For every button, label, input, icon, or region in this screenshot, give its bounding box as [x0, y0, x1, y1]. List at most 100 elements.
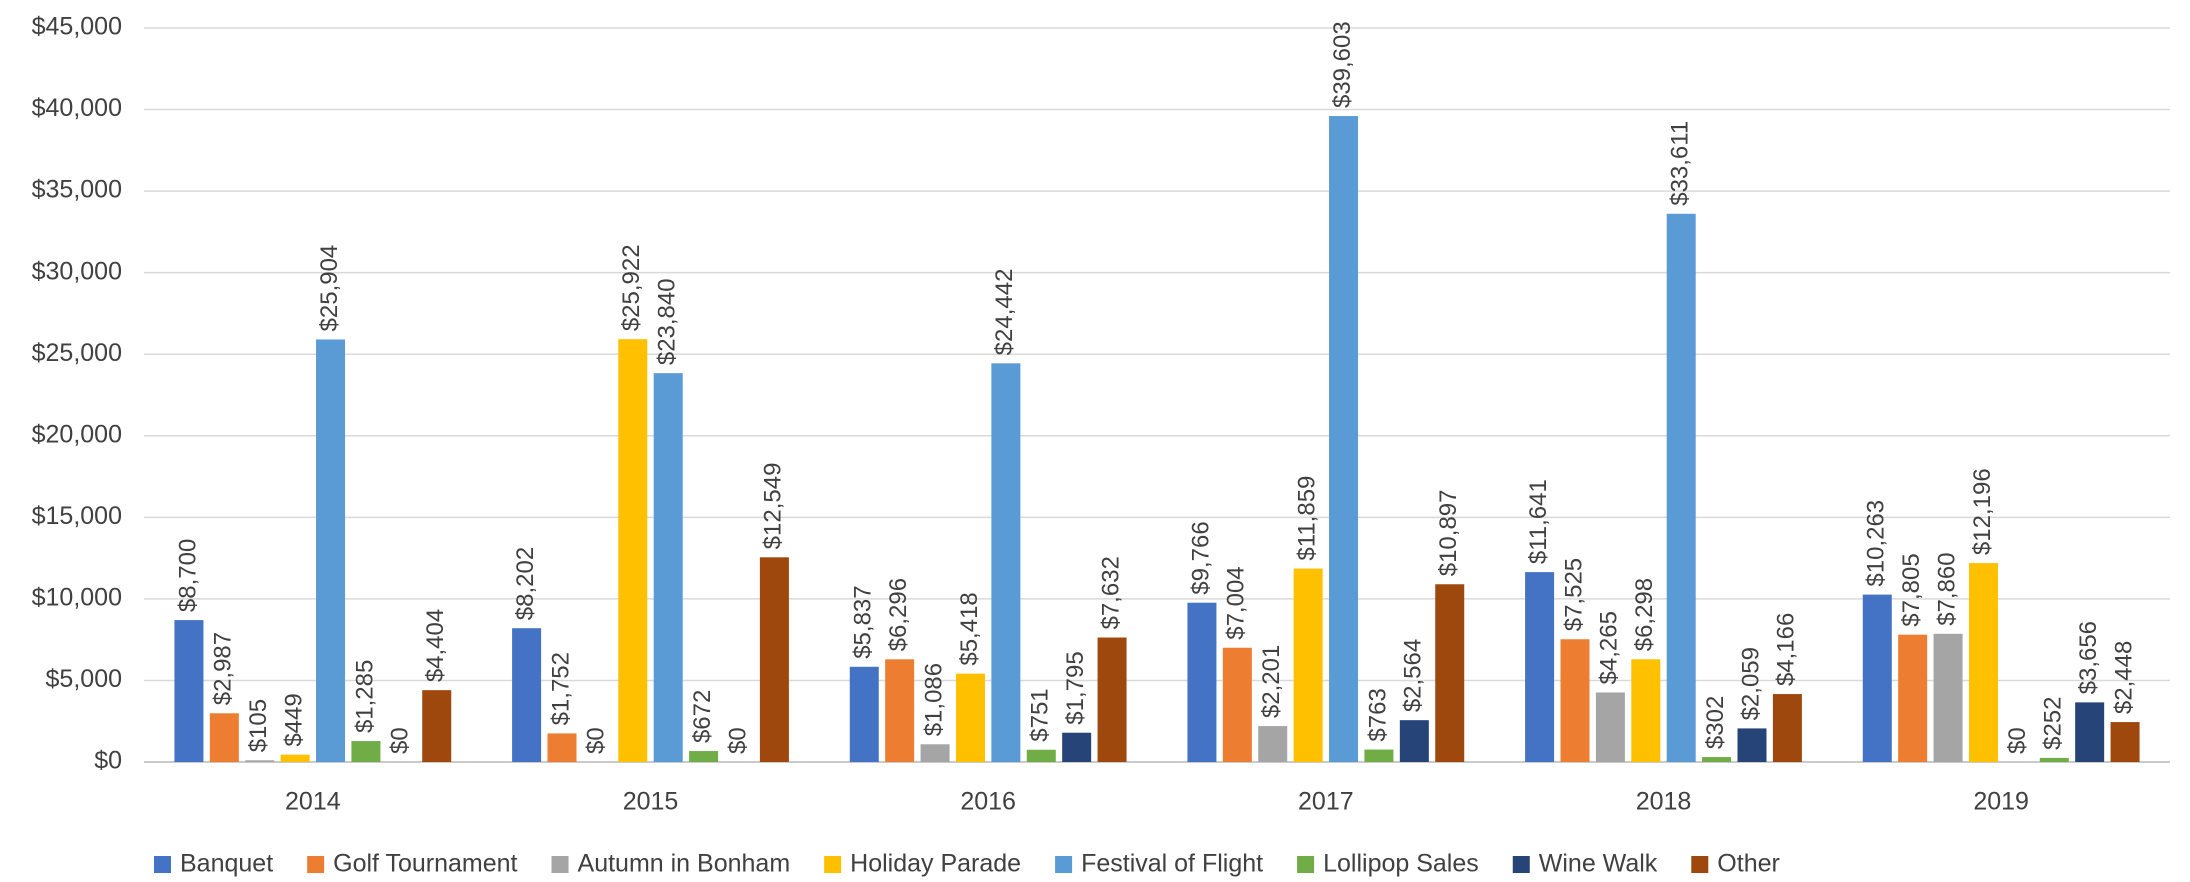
bar	[1772, 694, 1802, 762]
value-label: $672	[689, 690, 716, 743]
legend-swatch	[307, 856, 325, 873]
bar	[1737, 728, 1767, 762]
bar	[920, 744, 950, 762]
bar	[316, 339, 346, 762]
value-label: $4,404	[422, 609, 449, 682]
value-label: $10,897	[1435, 489, 1462, 576]
bar	[1631, 659, 1661, 762]
legend-swatch	[154, 856, 171, 873]
legend-swatch	[1512, 856, 1530, 873]
value-label: $33,611	[1667, 121, 1694, 206]
value-label: $39,603	[1329, 21, 1356, 108]
bar	[1595, 692, 1625, 762]
x-tick-label: 2016	[960, 788, 1016, 816]
x-tick-label: 2018	[1636, 788, 1692, 816]
legend-label: Festival of Flight	[1081, 850, 1263, 878]
y-tick-label: $20,000	[32, 420, 122, 448]
value-label: $10,263	[1863, 500, 1890, 587]
value-label: $1,795	[1062, 651, 1089, 724]
bar	[618, 339, 648, 762]
legend-label: Banquet	[180, 850, 273, 878]
bar	[1222, 647, 1252, 762]
value-label: $2,059	[1737, 647, 1764, 720]
bar	[1702, 757, 1732, 762]
value-label: $23,840	[654, 278, 681, 365]
bar	[512, 628, 542, 762]
y-tick-label: $0	[94, 747, 122, 775]
x-tick-label: 2019	[1973, 788, 2029, 816]
bar	[1399, 720, 1429, 762]
bar	[849, 666, 879, 762]
value-label: $25,904	[316, 245, 343, 332]
bar	[1435, 584, 1465, 762]
bar	[1026, 749, 1056, 762]
bar	[1898, 634, 1928, 762]
value-label: $5,837	[850, 585, 877, 658]
legend-label: Other	[1717, 850, 1780, 878]
value-label: $1,752	[547, 652, 574, 725]
value-label: $5,418	[956, 592, 983, 665]
bar	[759, 557, 789, 762]
bar	[885, 659, 915, 762]
bar	[1187, 602, 1217, 762]
value-label: $12,549	[760, 463, 787, 550]
bar	[1862, 594, 1892, 762]
y-tick-label: $25,000	[32, 339, 122, 367]
bar	[2075, 702, 2105, 762]
value-label: $7,632	[1097, 556, 1124, 629]
value-label: $302	[1702, 696, 1729, 749]
value-label: $763	[1364, 688, 1391, 741]
value-label: $24,442	[991, 269, 1018, 356]
value-label: $0	[724, 727, 751, 754]
value-label: $3,656	[2075, 621, 2102, 694]
legend-label: Autumn in Bonham	[578, 850, 791, 878]
value-label: $252	[2040, 696, 2067, 749]
legend-label: Golf Tournament	[333, 850, 517, 878]
legend-label: Lollipop Sales	[1323, 850, 1479, 878]
value-label: $4,265	[1596, 611, 1623, 684]
bar	[653, 373, 683, 762]
bar	[2110, 722, 2140, 762]
value-label: $7,860	[1933, 552, 1960, 625]
value-label: $105	[245, 699, 272, 752]
value-label: $0	[583, 727, 610, 754]
bar	[1968, 563, 1998, 762]
legend-label: Holiday Parade	[850, 850, 1021, 878]
value-label: $7,525	[1560, 558, 1587, 631]
legend-swatch	[551, 856, 569, 873]
x-tick-label: 2014	[285, 788, 341, 816]
y-tick-label: $35,000	[32, 176, 122, 204]
value-label: $2,564	[1400, 639, 1427, 712]
bar	[1329, 116, 1359, 762]
bar	[1525, 572, 1555, 762]
bar	[1560, 639, 1590, 762]
value-label: $9,766	[1187, 521, 1214, 594]
legend-label: Wine Walk	[1539, 850, 1658, 878]
value-label: $449	[280, 693, 307, 746]
bar	[1258, 726, 1288, 762]
y-tick-label: $45,000	[32, 13, 122, 41]
value-label: $8,202	[512, 547, 539, 620]
y-tick-label: $30,000	[32, 257, 122, 285]
bar	[955, 673, 985, 762]
value-label: $8,700	[174, 539, 201, 612]
value-label: $6,298	[1631, 578, 1658, 651]
value-label: $6,296	[885, 578, 912, 651]
x-tick-label: 2017	[1298, 788, 1354, 816]
value-label: $0	[387, 727, 414, 754]
value-label: $0	[2004, 727, 2031, 754]
y-tick-label: $40,000	[32, 94, 122, 122]
value-label: $1,285	[351, 660, 378, 733]
bar	[209, 713, 239, 762]
value-label: $1,086	[920, 663, 947, 736]
legend-swatch	[1691, 856, 1709, 873]
bar	[991, 363, 1021, 762]
bar	[245, 760, 275, 762]
bar	[1062, 732, 1092, 762]
value-label: $11,859	[1293, 476, 1320, 561]
value-label: $2,987	[210, 632, 237, 705]
legend-swatch	[1297, 856, 1315, 873]
bar	[1293, 568, 1323, 762]
bar	[1666, 213, 1696, 763]
